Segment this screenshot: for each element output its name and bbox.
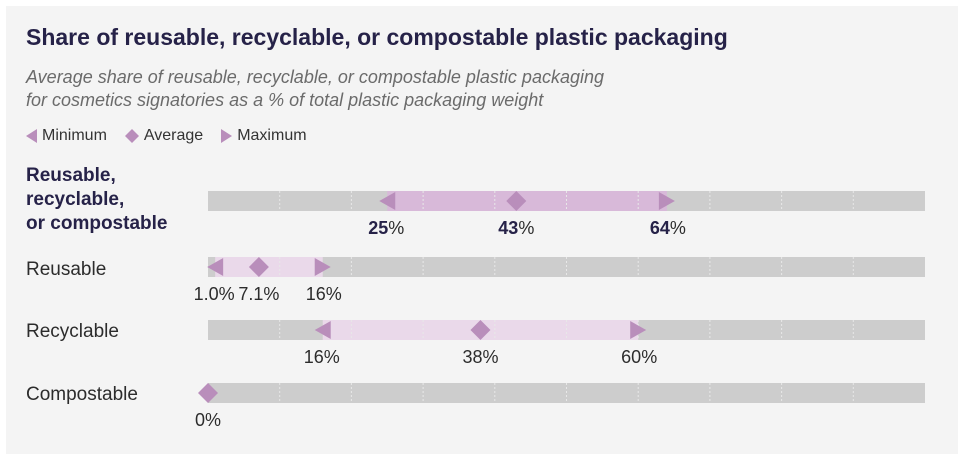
value-unit: % [670,218,686,238]
minimum-value-label: 25% [368,218,404,238]
maximum-marker-icon [221,129,233,143]
average-marker [470,320,491,340]
legend-minimum: Minimum [26,127,107,145]
row-label-line: Reusable, [26,165,116,186]
average-marker-icon [124,129,139,143]
maximum-value-label: 60% [621,347,657,367]
average-marker [198,383,218,403]
chart-subtitle: Average share of reusable, recyclable, o… [26,66,846,112]
row-label: Reusable, recyclable, or compostable [26,164,167,236]
average-marker [506,191,527,211]
average-value-label: 43% [498,218,534,238]
legend-average-label: Average [143,127,204,144]
legend-maximum: Maximum [221,127,307,145]
average-marker [248,257,269,277]
legend-maximum-label: Maximum [237,127,307,144]
minimum-value-label: 0% [195,410,221,430]
row-label: Recyclable [26,320,119,344]
row-label-line: Compostable [26,384,138,405]
row-label-line: Recyclable [26,321,119,342]
maximum-marker [658,192,675,210]
value-number: 43 [498,218,518,238]
minimum-marker-icon [26,129,37,143]
minimum-value-label: 1.0% [194,284,235,304]
minimum-value-label: 16% [304,347,340,367]
value-number: 64 [650,218,670,238]
chart-title: Share of reusable, recyclable, or compos… [26,24,728,50]
average-value-label: 7.1% [238,284,279,304]
row-label-line: Reusable [26,259,107,280]
average-value-label: 38% [462,347,498,367]
value-unit: % [518,218,534,238]
row-label: Compostable [26,383,138,407]
row-label-line: or compostable [26,213,168,234]
legend-minimum-label: Minimum [42,127,107,144]
maximum-value-label: 64% [650,218,686,238]
maximum-marker [630,321,647,339]
row-label-line: recyclable, [26,189,125,210]
maximum-value-label: 16% [306,284,342,304]
legend: Minimum Average Maximum [26,127,307,145]
subtitle-line-2: for cosmetics signatories as a % of tota… [26,90,544,110]
row-label: Reusable [26,258,106,282]
chart-card [6,6,958,454]
maximum-marker [314,258,331,276]
minimum-marker [379,192,396,210]
range-band [387,191,667,211]
legend-average: Average [124,127,204,145]
subtitle-line-1: Average share of reusable, recyclable, o… [26,67,604,87]
range-band [215,257,323,277]
value-unit: % [388,218,404,238]
minimum-marker [207,258,224,276]
minimum-marker [314,321,331,339]
value-number: 25 [368,218,388,238]
